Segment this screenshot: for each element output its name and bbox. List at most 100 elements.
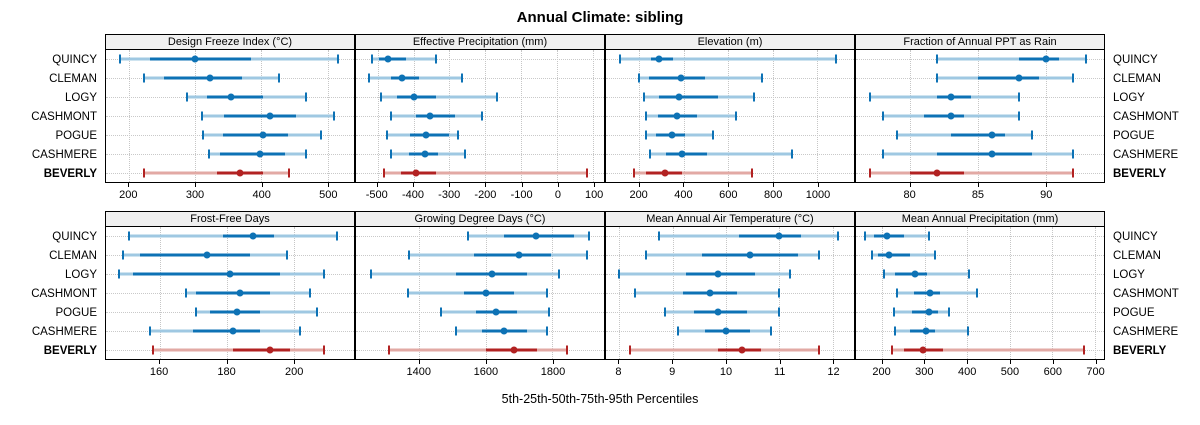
strip-spacer	[1105, 34, 1200, 50]
cap-95th	[333, 111, 336, 121]
panel-mean-annual-air-temperature-c: Mean Annual Air Temperature (°C) 8 9 10 11 12	[605, 211, 855, 382]
median-dot	[675, 93, 683, 101]
median-dot	[515, 251, 523, 259]
panel-title: Mean Annual Air Temperature (°C)	[605, 211, 855, 227]
median-dot	[206, 74, 214, 82]
site-label: POGUE	[1113, 306, 1155, 319]
x-tick-label: -500	[365, 189, 388, 201]
site-labels-right: QUINCY CLEMAN LOGY CASHMONT POGUE CASHMERE BEV…	[1105, 211, 1200, 382]
cap-5th	[658, 231, 661, 241]
median-dot	[988, 150, 996, 158]
cap-5th	[439, 307, 442, 317]
median-dot	[655, 55, 663, 63]
whisker-5-95	[620, 57, 837, 61]
whisker-5-95	[650, 152, 792, 156]
x-axis: 1400 1600 1800	[355, 360, 605, 382]
panel-growing-degree-days-c: Growing Degree Days (°C) 1400 1600 1800	[355, 211, 605, 382]
panel-plot-area	[355, 227, 605, 360]
site-label-column: QUINCY CLEMAN LOGY CASHMONT POGUE CASHMERE BEV…	[1105, 227, 1200, 360]
cap-95th	[322, 269, 325, 279]
site-label: LOGY	[1113, 268, 1145, 281]
x-tick	[328, 183, 330, 187]
cap-5th	[408, 250, 411, 260]
cap-5th	[896, 288, 899, 298]
cap-95th	[277, 73, 280, 83]
whisker-25-75	[207, 95, 263, 99]
median-dot	[532, 232, 540, 240]
cap-95th	[586, 250, 589, 260]
whisker-25-75	[912, 310, 938, 314]
cap-5th	[895, 130, 898, 140]
x-tick-label: 200	[629, 189, 648, 201]
cap-5th	[142, 73, 145, 83]
x-tick-label: 160	[149, 366, 169, 378]
median-dot	[203, 251, 211, 259]
site-label: QUINCY	[1113, 53, 1158, 66]
cap-95th	[299, 326, 302, 336]
site-label: POGUE	[55, 306, 97, 319]
site-label: QUINCY	[52, 230, 97, 243]
cap-95th	[495, 92, 498, 102]
x-tick	[773, 183, 775, 187]
whisker-25-75	[164, 76, 242, 80]
cap-5th	[649, 149, 652, 159]
site-label: LOGY	[65, 268, 97, 281]
x-axis: 200 300 400 500 600 700	[855, 360, 1105, 382]
site-label: CASHMONT	[1113, 287, 1179, 300]
median-dot	[410, 93, 417, 101]
axis-caption: 5th-25th-50th-75th-95th Percentiles	[501, 392, 699, 406]
cap-95th	[288, 168, 291, 178]
cap-95th	[309, 288, 312, 298]
site-label: CASHMONT	[1113, 110, 1179, 123]
median-dot	[911, 270, 919, 278]
x-axis: 200 400 600 800 1000	[605, 183, 855, 205]
x-tick	[418, 360, 420, 364]
x-tick-label: 1600	[473, 366, 499, 378]
whisker-25-75	[132, 272, 281, 276]
panel-design-freeze-index-c: Design Freeze Index (°C) 200 300 400 500	[105, 34, 355, 205]
x-tick-label: 400	[674, 189, 693, 201]
panel-title: Mean Annual Precipitation (mm)	[855, 211, 1105, 227]
cap-5th	[195, 307, 198, 317]
x-tick	[833, 360, 835, 364]
panel-title: Frost-Free Days	[105, 211, 355, 227]
site-label: BEVERLY	[43, 344, 97, 357]
median-dot	[738, 346, 746, 354]
cap-95th	[948, 307, 951, 317]
median-dot	[266, 112, 274, 120]
whisker-25-75	[474, 253, 551, 257]
x-axis: -500 -400 -300 -200 -100 0 100	[355, 183, 605, 205]
site-labels-right: QUINCY CLEMAN LOGY CASHMONT POGUE CASHMERE BEV…	[1105, 34, 1200, 205]
x-tick-label: -400	[401, 189, 424, 201]
x-tick-label: 700	[1086, 366, 1105, 378]
cap-95th	[1071, 73, 1074, 83]
panel-plot-area	[855, 50, 1105, 183]
cap-5th	[454, 326, 457, 336]
panel-plot-area	[355, 50, 605, 183]
whisker-5-95	[384, 171, 588, 175]
median-dot	[236, 289, 244, 297]
whisker-25-75	[923, 114, 965, 118]
x-tick-label: 0	[554, 189, 561, 201]
panel-plot-area	[105, 50, 355, 183]
median-dot	[256, 150, 264, 158]
x-tick-label: 11	[774, 366, 786, 378]
median-dot	[398, 74, 406, 82]
row-gridline	[356, 134, 604, 136]
median-dot	[233, 308, 241, 316]
cap-95th	[548, 307, 551, 317]
cap-95th	[837, 231, 839, 241]
median-dot	[426, 112, 434, 120]
cap-5th	[936, 73, 939, 83]
whisker-25-75	[937, 152, 1033, 156]
cap-5th	[369, 269, 372, 279]
cap-95th	[735, 111, 738, 121]
cap-5th	[893, 307, 896, 317]
median-dot	[226, 270, 234, 278]
cap-5th	[894, 326, 897, 336]
whisker-25-75	[1018, 57, 1060, 61]
whisker-25-75	[223, 133, 288, 137]
x-tick	[881, 360, 883, 364]
x-tick	[779, 360, 781, 364]
x-tick	[128, 183, 130, 187]
